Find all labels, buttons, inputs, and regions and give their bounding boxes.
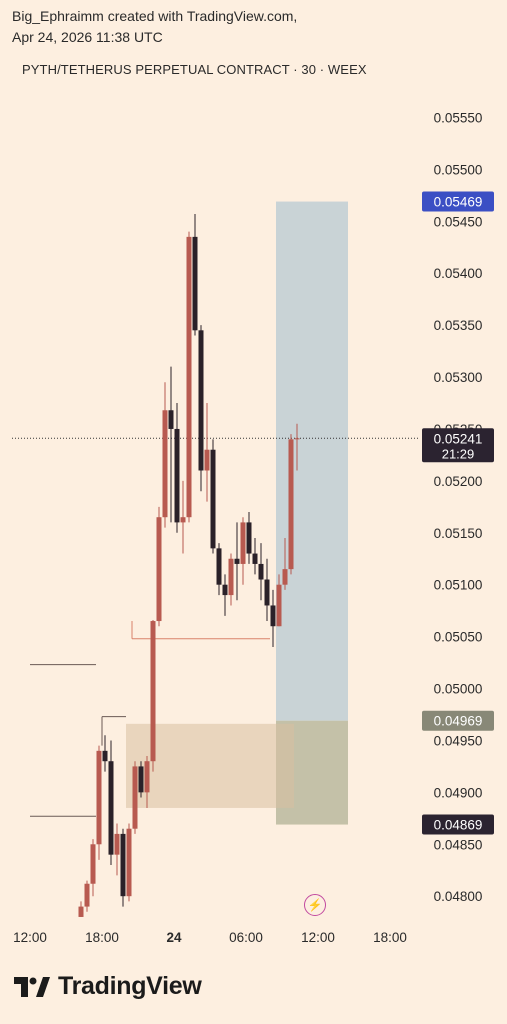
candle-body-3 <box>96 750 102 845</box>
tradingview-logo-icon <box>14 976 50 997</box>
candle-body-0 <box>78 906 84 917</box>
candle-body-21 <box>204 449 210 471</box>
price-label-bg-current <box>422 428 494 463</box>
target-zone <box>276 201 348 721</box>
y-tick-label-4: 0.05350 <box>434 318 483 333</box>
x-tick-label-5: 18:00 <box>373 930 407 945</box>
candle-body-33 <box>276 584 282 627</box>
candle-body-32 <box>270 605 276 627</box>
candle-body-22 <box>210 449 216 549</box>
candle-body-23 <box>216 548 222 585</box>
candle-body-9 <box>132 766 138 829</box>
candle-body-17 <box>180 517 186 523</box>
brand-name: TradingView <box>58 972 202 1000</box>
candle-body-2 <box>90 844 96 884</box>
y-tick-label-0: 0.05550 <box>434 110 483 125</box>
price-label-sub-current: 21:29 <box>442 446 475 461</box>
candle-body-24 <box>222 584 228 596</box>
price-label-current: 0.05241 <box>434 431 483 446</box>
candle-body-10 <box>138 766 144 793</box>
candle-body-29 <box>252 553 258 564</box>
candle-body-7 <box>120 833 126 897</box>
lightning-icon[interactable]: ⚡ <box>304 894 326 916</box>
candle-body-15 <box>168 410 174 429</box>
author-line: Big_Ephraimm created with TradingView.co… <box>12 8 298 24</box>
candle-body-8 <box>126 828 132 897</box>
candle-body-16 <box>174 428 180 523</box>
candle-body-6 <box>114 833 120 855</box>
date-line: Apr 24, 2026 11:38 UTC <box>12 29 163 45</box>
candle-body-36 <box>294 438 300 440</box>
y-tick-label-2: 0.05450 <box>434 214 483 229</box>
candle-body-27 <box>240 522 246 564</box>
y-tick-label-5: 0.05300 <box>434 370 483 385</box>
x-tick-label-3: 06:00 <box>229 930 263 945</box>
y-tick-label-7: 0.05200 <box>434 474 483 489</box>
tradingview-footer[interactable]: TradingView <box>14 972 202 1001</box>
chart-header: Big_Ephraimm created with TradingView.co… <box>12 6 297 48</box>
x-tick-label-2: 24 <box>166 930 182 945</box>
y-tick-label-12: 0.04950 <box>434 733 483 748</box>
candle-body-20 <box>198 330 204 471</box>
price-label-target: 0.05469 <box>434 195 483 210</box>
y-tick-label-11: 0.05000 <box>434 682 483 697</box>
candle-body-12 <box>150 621 156 762</box>
candle-body-19 <box>192 236 198 331</box>
candle-body-26 <box>234 558 240 564</box>
candle-body-14 <box>162 410 168 518</box>
y-tick-label-3: 0.05400 <box>434 266 483 281</box>
symbol-title: PYTH/TETHERUS PERPETUAL CONTRACT · 30 · … <box>22 62 367 77</box>
x-tick-label-0: 12:00 <box>13 930 47 945</box>
candle-body-25 <box>228 558 234 596</box>
price-label-bg-entry <box>422 710 494 731</box>
price-label-bg-target <box>422 191 494 212</box>
candle-body-1 <box>84 883 90 907</box>
y-tick-label-14: 0.04850 <box>434 837 483 852</box>
y-tick-label-13: 0.04900 <box>434 785 483 800</box>
y-tick-label-15: 0.04800 <box>434 889 483 904</box>
candle-body-34 <box>282 569 288 585</box>
candle-body-18 <box>186 236 192 518</box>
price-label-entry: 0.04969 <box>434 714 483 729</box>
y-tick-label-1: 0.05500 <box>434 162 483 177</box>
candle-body-35 <box>288 439 294 570</box>
x-tick-label-4: 12:00 <box>301 930 335 945</box>
candle-body-5 <box>108 761 114 855</box>
price-label-bg-stop <box>422 814 494 835</box>
candle-body-28 <box>246 522 252 554</box>
y-tick-label-8: 0.05150 <box>434 526 483 541</box>
candlestick-chart[interactable]: 0.05550 0.05500 0.05450 0.05400 0.05350 0.053… <box>0 0 507 960</box>
y-tick-label-9: 0.05100 <box>434 578 483 593</box>
candle-body-13 <box>156 517 162 622</box>
y-tick-label-10: 0.05050 <box>434 630 483 645</box>
candle-body-30 <box>258 563 264 580</box>
x-tick-label-1: 18:00 <box>85 930 119 945</box>
candle-body-31 <box>264 579 270 606</box>
candle-body-4 <box>102 750 108 762</box>
price-label-stop: 0.04869 <box>434 818 483 833</box>
candle-body-11 <box>144 761 150 793</box>
